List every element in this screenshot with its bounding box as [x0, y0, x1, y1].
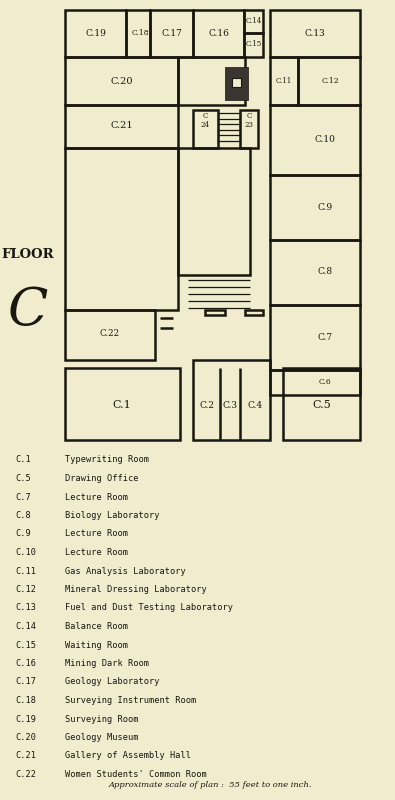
Text: Surveying Instrument Room: Surveying Instrument Room: [65, 696, 196, 705]
Bar: [225, 67, 248, 100]
Bar: [65, 148, 178, 310]
Bar: [65, 368, 180, 440]
Text: C.7: C.7: [15, 493, 31, 502]
Bar: [193, 110, 218, 148]
Text: Biology Laboratory: Biology Laboratory: [65, 511, 160, 520]
Text: C.11: C.11: [276, 77, 292, 85]
Bar: [244, 10, 263, 33]
Bar: [270, 305, 360, 370]
Text: 24: 24: [201, 121, 209, 129]
Bar: [270, 105, 360, 175]
Text: C: C: [202, 112, 208, 120]
Text: C.2: C.2: [199, 401, 214, 410]
Text: C.9: C.9: [15, 530, 31, 538]
Text: C.18: C.18: [15, 696, 36, 705]
Text: C.5: C.5: [312, 400, 331, 410]
Text: C.13: C.13: [305, 29, 325, 38]
Text: C.16: C.16: [15, 659, 36, 668]
Text: C.11: C.11: [15, 566, 36, 575]
Text: C.19: C.19: [86, 29, 106, 38]
Text: Geology Museum: Geology Museum: [65, 733, 139, 742]
Bar: [126, 10, 150, 57]
Text: C.1: C.1: [113, 400, 132, 410]
Text: C.13: C.13: [15, 603, 36, 613]
Bar: [298, 57, 360, 105]
Text: Geology Laboratory: Geology Laboratory: [65, 678, 160, 686]
Bar: [205, 310, 225, 315]
Text: C.15: C.15: [246, 40, 262, 48]
Text: C.10: C.10: [15, 548, 36, 557]
Text: C.19: C.19: [15, 714, 36, 723]
Bar: [150, 10, 193, 57]
Text: Fuel and Dust Testing Laboratory: Fuel and Dust Testing Laboratory: [65, 603, 233, 613]
Text: Gallery of Assembly Hall: Gallery of Assembly Hall: [65, 751, 191, 761]
Text: C.1: C.1: [15, 455, 31, 465]
Bar: [65, 57, 178, 105]
Text: Lecture Room: Lecture Room: [65, 530, 128, 538]
Text: C.10: C.10: [314, 135, 335, 145]
Bar: [65, 310, 155, 360]
Bar: [270, 10, 360, 57]
Text: FLOOR: FLOOR: [2, 249, 55, 262]
Text: Approximate scale of plan :  55 feet to one inch.: Approximate scale of plan : 55 feet to o…: [108, 781, 312, 789]
Text: C.5: C.5: [15, 474, 31, 483]
Text: Typewriting Room: Typewriting Room: [65, 455, 149, 465]
Text: C: C: [8, 285, 48, 335]
Bar: [232, 78, 241, 87]
Text: Drawing Office: Drawing Office: [65, 474, 139, 483]
Bar: [65, 105, 178, 148]
Text: C.16: C.16: [209, 29, 229, 38]
Text: Surveying Room: Surveying Room: [65, 714, 139, 723]
Text: Mineral Dressing Laboratory: Mineral Dressing Laboratory: [65, 585, 207, 594]
Bar: [270, 175, 360, 240]
Bar: [270, 370, 360, 395]
Text: C.22: C.22: [100, 329, 120, 338]
Text: C.12: C.12: [15, 585, 36, 594]
Text: C.6: C.6: [319, 378, 331, 386]
Text: C.14: C.14: [246, 17, 262, 25]
Text: C.14: C.14: [15, 622, 36, 631]
Text: C.17: C.17: [162, 29, 182, 38]
Text: C.20: C.20: [15, 733, 36, 742]
Text: C.15: C.15: [15, 641, 36, 650]
Text: C.22: C.22: [15, 770, 36, 779]
Bar: [270, 57, 298, 105]
Text: C.18: C.18: [131, 29, 149, 37]
Text: C.21: C.21: [15, 751, 36, 761]
Text: Waiting Room: Waiting Room: [65, 641, 128, 650]
Text: Gas Analysis Laboratory: Gas Analysis Laboratory: [65, 566, 186, 575]
Bar: [193, 360, 270, 440]
Bar: [240, 110, 258, 148]
Bar: [193, 10, 244, 57]
Text: Lecture Room: Lecture Room: [65, 493, 128, 502]
Text: C.3: C.3: [222, 401, 237, 410]
Text: C.21: C.21: [111, 122, 134, 130]
Text: C.12: C.12: [321, 77, 339, 85]
Bar: [178, 57, 245, 105]
Bar: [245, 310, 263, 315]
Text: C.4: C.4: [247, 401, 263, 410]
Text: C: C: [246, 112, 252, 120]
Text: C.8: C.8: [15, 511, 31, 520]
Text: C.7: C.7: [318, 333, 333, 342]
Bar: [283, 368, 360, 440]
Bar: [244, 33, 263, 57]
Bar: [178, 148, 250, 275]
Text: Lecture Room: Lecture Room: [65, 548, 128, 557]
Text: C.8: C.8: [318, 267, 333, 277]
Text: C.17: C.17: [15, 678, 36, 686]
Text: Women Students' Common Room: Women Students' Common Room: [65, 770, 207, 779]
Bar: [65, 10, 126, 57]
Text: C.20: C.20: [111, 77, 133, 86]
Text: Balance Room: Balance Room: [65, 622, 128, 631]
Text: Mining Dark Room: Mining Dark Room: [65, 659, 149, 668]
Text: C.9: C.9: [318, 202, 333, 211]
Bar: [270, 240, 360, 305]
Text: 23: 23: [245, 121, 254, 129]
